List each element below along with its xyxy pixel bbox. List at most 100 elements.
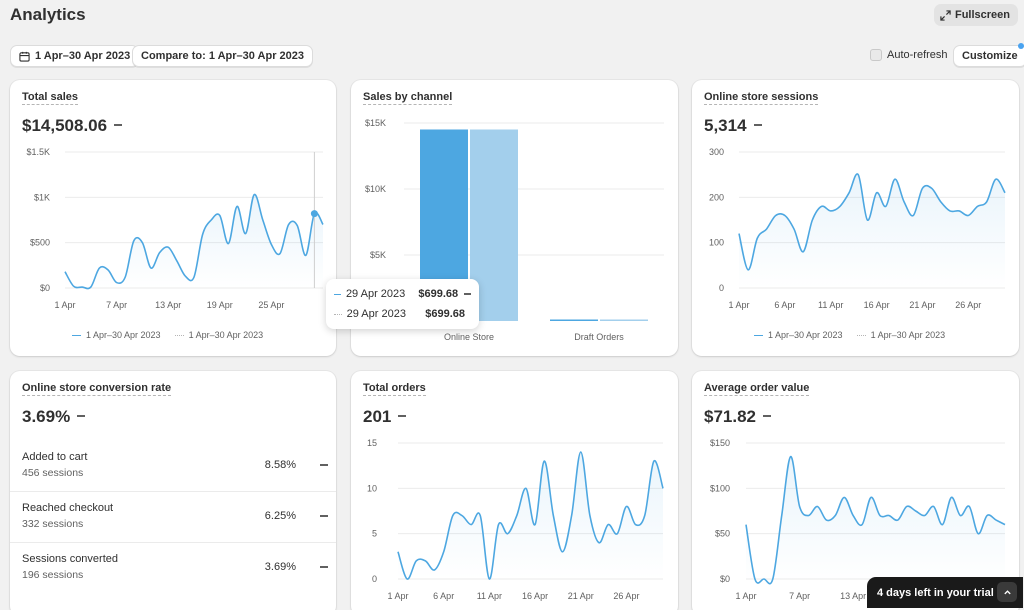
card-value: $14,508.06	[22, 116, 123, 136]
sales-by-channel-card[interactable]: Sales by channel $5K $10K $15K Online Store…	[351, 80, 678, 356]
card-title: Online store sessions	[704, 91, 819, 105]
card-title: Total orders	[363, 382, 426, 396]
conversion-step-label: Reached checkout	[22, 502, 114, 514]
x-tick-label: 1 Apr	[387, 591, 408, 601]
bar	[600, 319, 648, 321]
tooltip-date: 29 Apr 2023	[346, 308, 406, 320]
expand-trial-button[interactable]	[997, 582, 1017, 602]
chart-legend: 1 Apr–30 Apr 2023 1 Apr–30 Apr 2023	[72, 330, 263, 340]
total-orders-chart[interactable]: 0 5 10 15 1 Apr 6 Apr 11 Apr 16 Apr 21 Apr 26 Apr	[351, 431, 678, 610]
y-tick-label: 15	[367, 438, 377, 448]
hover-point	[310, 210, 318, 218]
expand-icon	[940, 9, 951, 21]
page-title: Analytics	[10, 5, 86, 24]
change-dash	[320, 515, 328, 517]
y-tick-label: 10	[367, 483, 377, 493]
change-dash	[320, 464, 328, 466]
card-value: 201	[363, 407, 407, 427]
card-title: Sales by channel	[363, 91, 453, 105]
fullscreen-button[interactable]: Fullscreen	[933, 4, 1018, 26]
legend-current: 1 Apr–30 Apr 2023	[72, 330, 161, 340]
sessions-card[interactable]: Online store sessions 5,314 0 100 200 300 1 …	[692, 80, 1019, 356]
x-tick-label: 13 Apr	[155, 300, 181, 310]
tooltip-swatch	[334, 293, 341, 295]
x-tick-label: 21 Apr	[568, 591, 594, 601]
chevron-up-icon	[1003, 589, 1011, 594]
auto-refresh-toggle[interactable]: Auto-refresh	[870, 49, 948, 61]
conversion-step-sessions: 332 sessions	[22, 518, 84, 530]
series-line	[397, 451, 664, 580]
card-title: Total sales	[22, 91, 79, 105]
y-tick-label: $0	[40, 283, 50, 293]
customize-button[interactable]: Customize	[953, 43, 1024, 67]
tooltip-date: 29 Apr 2023	[345, 288, 406, 300]
chart-tooltip: 29 Apr 2023 $699.68 29 Apr 2023 $699.68	[326, 279, 479, 329]
y-tick-label: 5	[372, 529, 377, 539]
series-line	[738, 173, 1006, 271]
y-tick-label: $50	[715, 529, 730, 539]
compare-to-button[interactable]: Compare to: 1 Apr–30 Apr 2023	[132, 45, 314, 67]
legend-previous: 1 Apr–30 Apr 2023	[856, 330, 945, 340]
customize-label: Customize	[962, 50, 1018, 62]
x-tick-label: 16 Apr	[522, 591, 548, 601]
top-bar: Analytics Fullscreen	[0, 0, 1024, 36]
x-tick-label: Online Store	[444, 332, 494, 342]
x-tick-label: 1 Apr	[54, 300, 75, 310]
y-tick-label: 200	[709, 192, 724, 202]
compare-to-label: Compare to: 1 Apr–30 Apr 2023	[141, 50, 305, 62]
tooltip-row-previous: 29 Apr 2023 $699.68	[334, 304, 471, 324]
series-area	[65, 194, 323, 289]
x-tick-label: 11 Apr	[818, 300, 843, 310]
change-dash	[398, 415, 407, 417]
x-tick-label: 6 Apr	[433, 591, 454, 601]
card-value: $71.82	[704, 407, 771, 427]
conversion-step-pct: 8.58%	[264, 459, 296, 471]
sessions-chart[interactable]: 0 100 200 300 1 Apr 6 Apr 11 Apr 16 Apr 21 Apr 26…	[692, 140, 1019, 356]
x-tick-label: 1 Apr	[728, 300, 749, 310]
tooltip-row-current: 29 Apr 2023 $699.68	[334, 284, 471, 304]
date-range-button[interactable]: 1 Apr–30 Apr 2023	[10, 45, 140, 67]
total-orders-card[interactable]: Total orders 201 0 5 10 15 1 Apr 6 Apr 11 Apr 1…	[351, 371, 678, 610]
card-title: Online store conversion rate	[22, 382, 172, 396]
conversion-step-pct: 3.69%	[264, 561, 296, 573]
card-title: Average order value	[704, 382, 810, 396]
aov-card[interactable]: Average order value $71.82 $0 $50 $100 $150…	[692, 371, 1019, 610]
change-dash	[753, 124, 762, 126]
change-dash	[320, 566, 328, 568]
auto-refresh-checkbox[interactable]	[870, 49, 882, 61]
total-sales-chart[interactable]: $0 $500 $1K $1.5K 1 Apr 7 Apr 13 Apr 19 Apr 25 A…	[10, 140, 336, 356]
date-range-label: 1 Apr–30 Apr 2023	[35, 50, 131, 62]
x-tick-label: 13 Apr	[840, 591, 866, 601]
notification-dot	[1017, 43, 1024, 49]
x-tick-label: 25 Apr	[258, 300, 284, 310]
series-line	[745, 455, 1006, 585]
x-tick-label: 1 Apr	[735, 591, 756, 601]
y-tick-label: 0	[372, 574, 377, 584]
conversion-step-label: Added to cart	[22, 451, 88, 463]
change-dash	[763, 415, 771, 417]
y-tick-label: $15K	[365, 118, 386, 128]
tooltip-value: $699.68	[425, 308, 466, 320]
conversion-step-pct: 6.25%	[264, 510, 296, 522]
legend-previous: 1 Apr–30 Apr 2023	[174, 330, 263, 340]
trial-label: 4 days left in your trial	[877, 586, 994, 599]
conversion-step-sessions: 456 sessions	[22, 467, 84, 479]
x-tick-label: 6 Apr	[774, 300, 795, 310]
y-tick-label: $5K	[370, 250, 386, 260]
x-tick-label: 7 Apr	[789, 591, 810, 601]
bar	[550, 319, 598, 321]
x-tick-label: 19 Apr	[207, 300, 233, 310]
trial-banner[interactable]: 4 days left in your trial	[867, 577, 1023, 608]
y-tick-label: $100	[710, 483, 730, 493]
y-tick-label: $1K	[34, 192, 50, 202]
conversion-row: Reached checkout 332 sessions 6.25%	[10, 491, 336, 542]
x-tick-label: Draft Orders	[574, 332, 624, 342]
calendar-icon	[19, 51, 30, 62]
total-sales-card[interactable]: Total sales $14,508.06 $0 $500 $1K $1.5K 1 A…	[10, 80, 336, 356]
x-tick-label: 26 Apr	[955, 300, 981, 310]
y-tick-label: $0	[720, 574, 730, 584]
conversion-row: Sessions converted 196 sessions 3.69%	[10, 542, 336, 593]
y-tick-label: $150	[710, 438, 730, 448]
conversion-rate-card[interactable]: Online store conversion rate 3.69% Added…	[10, 371, 336, 610]
x-tick-label: 7 Apr	[106, 300, 127, 310]
